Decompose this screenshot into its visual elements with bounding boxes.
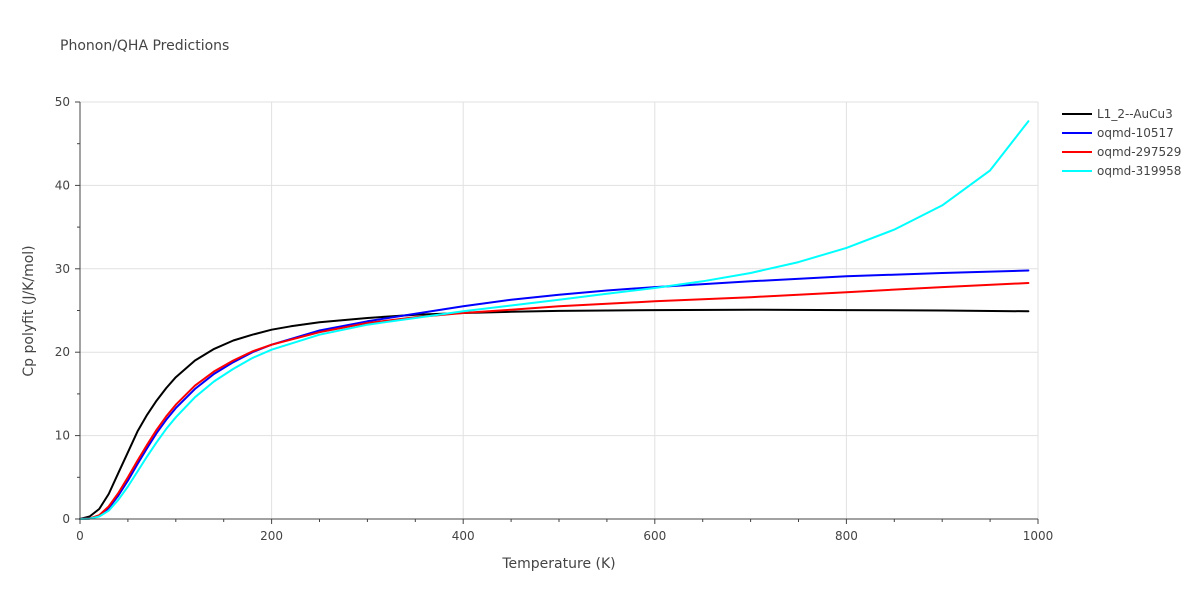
x-tick-label: 200 — [260, 529, 283, 543]
y-tick-label: 20 — [55, 345, 70, 359]
x-tick-label: 600 — [643, 529, 666, 543]
legend-label: oqmd-297529 — [1097, 145, 1181, 159]
y-tick-label: 10 — [55, 429, 70, 443]
x-tick-label: 1000 — [1023, 529, 1054, 543]
plot-area — [79, 120, 1030, 520]
legend-item-2[interactable]: oqmd-297529 — [1062, 145, 1181, 159]
legend[interactable]: L1_2--AuCu3 oqmd-10517 oqmd-297529 oqmd-319… — [1062, 107, 1181, 178]
series-line-2 — [79, 282, 1030, 520]
y-axis-title: Cp polyfit (J/K/mol) — [21, 245, 37, 376]
y-tick-label: 50 — [55, 95, 70, 109]
legend-label: oqmd-319958 — [1097, 164, 1181, 178]
legend-item-0[interactable]: L1_2--AuCu3 — [1062, 107, 1173, 121]
x-tick-label: 800 — [835, 529, 858, 543]
series-line-0 — [79, 308, 1030, 520]
legend-item-1[interactable]: oqmd-10517 — [1062, 126, 1174, 140]
legend-label: oqmd-10517 — [1097, 126, 1174, 140]
y-tick-label: 30 — [55, 262, 70, 276]
legend-item-3[interactable]: oqmd-319958 — [1062, 164, 1181, 178]
grid — [80, 101, 1039, 519]
y-tick-label: 40 — [55, 178, 70, 192]
series-line-1 — [79, 269, 1030, 520]
series-line-3 — [79, 120, 1030, 520]
x-tick-label: 0 — [76, 529, 84, 543]
x-tick-label: 400 — [452, 529, 475, 543]
x-axis-title: Temperature (K) — [501, 556, 615, 572]
y-tick-label: 0 — [62, 512, 70, 526]
axes: 0 200 400 600 800 1000 0 10 20 30 40 50 — [55, 95, 1054, 543]
chart-title: Phonon/QHA Predictions — [60, 38, 229, 54]
legend-label: L1_2--AuCu3 — [1097, 107, 1173, 121]
